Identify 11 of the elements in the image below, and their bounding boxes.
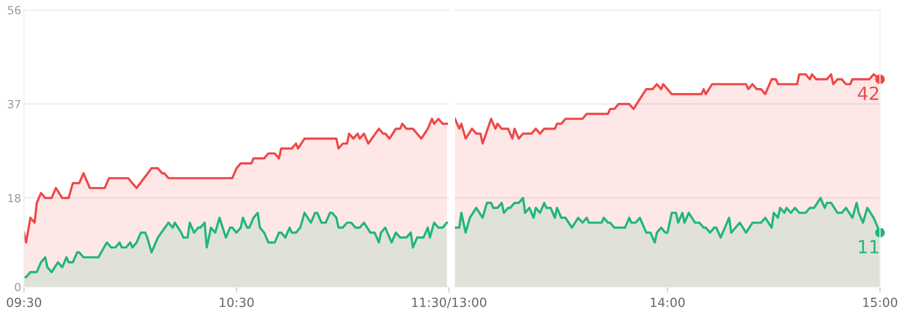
y-tick-label: 0 xyxy=(14,282,20,292)
x-tick-label: 15:00 xyxy=(863,298,898,308)
annotation: 42 xyxy=(858,86,878,100)
x-tick-label: 14:00 xyxy=(650,298,685,308)
x-tick-label: 11:30/13:00 xyxy=(412,298,486,308)
x-tick-label: 10:30 xyxy=(220,298,254,308)
y-tick-label: 18 xyxy=(8,194,20,202)
y-tick-label: 56 xyxy=(8,6,21,14)
y-tick-label: 37 xyxy=(8,100,20,108)
annotation: 11 xyxy=(859,240,878,254)
x-tick-label: 09:30 xyxy=(6,298,42,308)
